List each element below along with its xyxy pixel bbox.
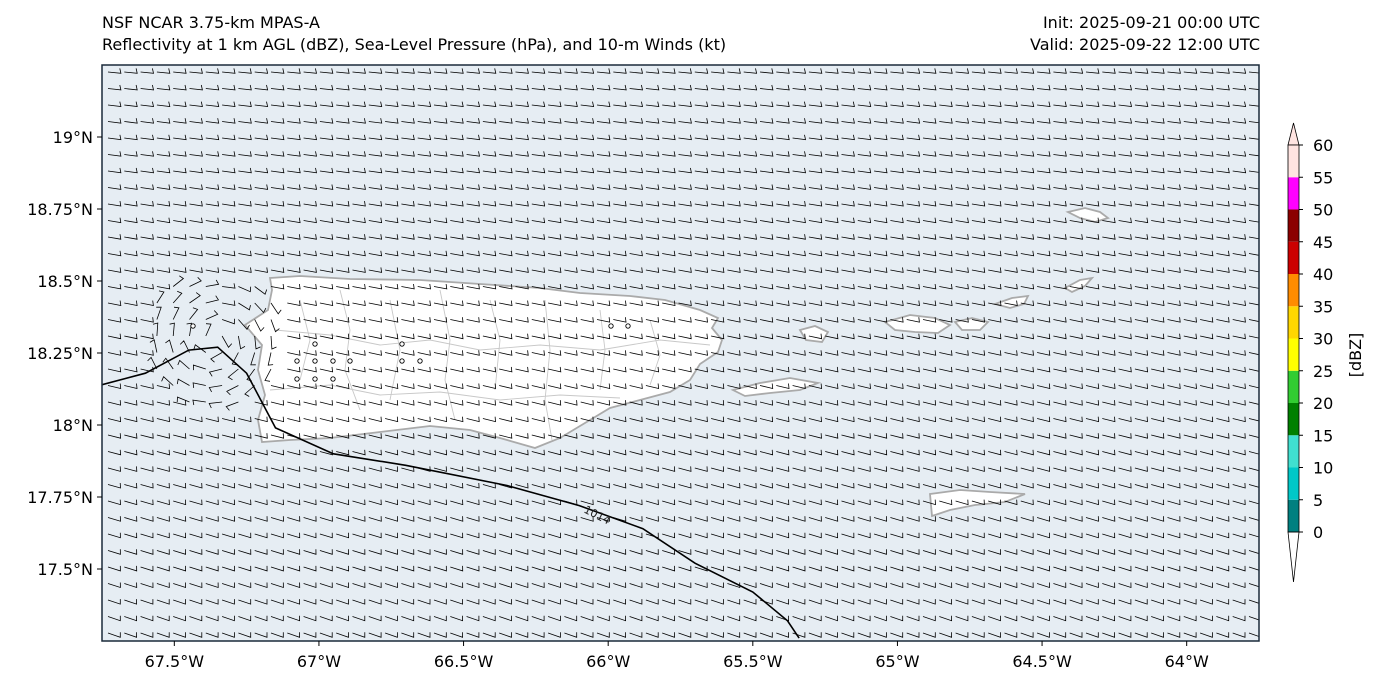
wind-barb-field xyxy=(107,68,1259,638)
longitude-tick-label: 64°W xyxy=(1165,652,1209,671)
vieques-coastline xyxy=(730,377,822,397)
colorbar-bin-35 xyxy=(1288,274,1299,307)
calm-wind-marker xyxy=(417,358,423,364)
longitude-tick-label: 67°W xyxy=(297,652,341,671)
colorbar-tick-label: 20 xyxy=(1313,394,1333,413)
calm-wind-marker xyxy=(347,358,353,364)
longitude-tick-label: 65.5°W xyxy=(723,652,783,671)
colorbar-tick-label: 10 xyxy=(1313,459,1333,478)
colorbar-tick-label: 45 xyxy=(1313,233,1333,252)
colorbar-bin-5 xyxy=(1288,467,1299,500)
colorbar-bin-0 xyxy=(1288,499,1299,532)
colorbar-bin-10 xyxy=(1288,435,1299,468)
st-thomas-coastline xyxy=(883,314,952,334)
calm-wind-marker xyxy=(399,341,405,347)
reflectivity-colorbar: 0 5 10 15 20 25 30 35 40 45 50 55 60 xyxy=(1287,122,1333,583)
latitude-tick-label: 19°N xyxy=(53,128,93,147)
colorbar-tick-label: 5 xyxy=(1313,491,1323,510)
calm-wind-marker xyxy=(625,323,631,329)
longitude-tick-label: 65°W xyxy=(875,652,919,671)
valid-time: Valid: 2025-09-22 12:00 UTC xyxy=(1029,35,1260,54)
model-title: NSF NCAR 3.75-km MPAS-A xyxy=(102,13,320,32)
calm-wind-marker xyxy=(330,376,336,382)
longitude-tick-label: 64.5°W xyxy=(1012,652,1072,671)
colorbar-tick-label: 0 xyxy=(1313,523,1323,542)
colorbar-min-extend xyxy=(1287,531,1300,583)
colorbar-label: [dBZ] xyxy=(1346,333,1365,378)
calm-wind-marker xyxy=(190,323,196,329)
fields-title: Reflectivity at 1 km AGL (dBZ), Sea-Leve… xyxy=(102,35,727,54)
isobar-line xyxy=(102,346,800,639)
latitude-tick-label: 18.5°N xyxy=(37,272,93,291)
colorbar-bin-40 xyxy=(1288,241,1299,274)
colorbar-bin-30 xyxy=(1288,306,1299,339)
calm-wind-marker xyxy=(312,376,318,382)
latitude-tick-label: 17.5°N xyxy=(37,560,93,579)
longitude-tick-label: 67.5°W xyxy=(145,652,205,671)
colorbar-tick-label: 55 xyxy=(1313,168,1333,187)
colorbar-tick-label: 40 xyxy=(1313,265,1333,284)
latitude-tick-label: 18.25°N xyxy=(27,344,93,363)
colorbar-tick-label: 35 xyxy=(1313,297,1333,316)
colorbar-bin-25 xyxy=(1288,338,1299,371)
colorbar-tick-label: 30 xyxy=(1313,330,1333,349)
colorbar-tick-label: 25 xyxy=(1313,362,1333,381)
latitude-ticks: 19°N 18.75°N 18.5°N 18.25°N 18°N 17.75°N 17.5°… xyxy=(27,128,102,579)
calm-wind-marker xyxy=(294,358,300,364)
colorbar-bin-15 xyxy=(1288,403,1299,436)
colorbar-bin-20 xyxy=(1288,370,1299,403)
latitude-tick-label: 18°N xyxy=(53,416,93,435)
colorbar-tick-label: 15 xyxy=(1313,426,1333,445)
longitude-tick-label: 66°W xyxy=(586,652,630,671)
colorbar-bin-45 xyxy=(1288,209,1299,242)
colorbar-tick-label: 60 xyxy=(1313,136,1333,155)
latitude-tick-label: 17.75°N xyxy=(27,488,93,507)
longitude-ticks: 67.5°W 67°W 66.5°W 66°W 65.5°W 65°W 64.5°W 64°W xyxy=(145,641,1209,671)
wind-barbs xyxy=(107,68,1259,638)
calm-wind-marker xyxy=(399,358,405,364)
municipal-boundaries xyxy=(269,289,711,441)
virgin-gorda-coastline xyxy=(1063,276,1095,294)
calm-wind-marker xyxy=(312,358,318,364)
calm-wind-marker xyxy=(330,358,336,364)
colorbar-bin-55 xyxy=(1288,145,1299,178)
colorbar-tick-label: 50 xyxy=(1313,201,1333,220)
init-time: Init: 2025-09-21 00:00 UTC xyxy=(1042,13,1260,32)
calm-wind-marker xyxy=(312,341,318,347)
calm-wind-marker xyxy=(294,376,300,382)
colorbar-bin-50 xyxy=(1288,177,1299,210)
latitude-tick-label: 18.75°N xyxy=(27,200,93,219)
colorbar-max-extend xyxy=(1287,122,1300,146)
tortola-coastline xyxy=(991,294,1030,309)
longitude-tick-label: 66.5°W xyxy=(434,652,494,671)
calm-wind-marker xyxy=(608,323,614,329)
